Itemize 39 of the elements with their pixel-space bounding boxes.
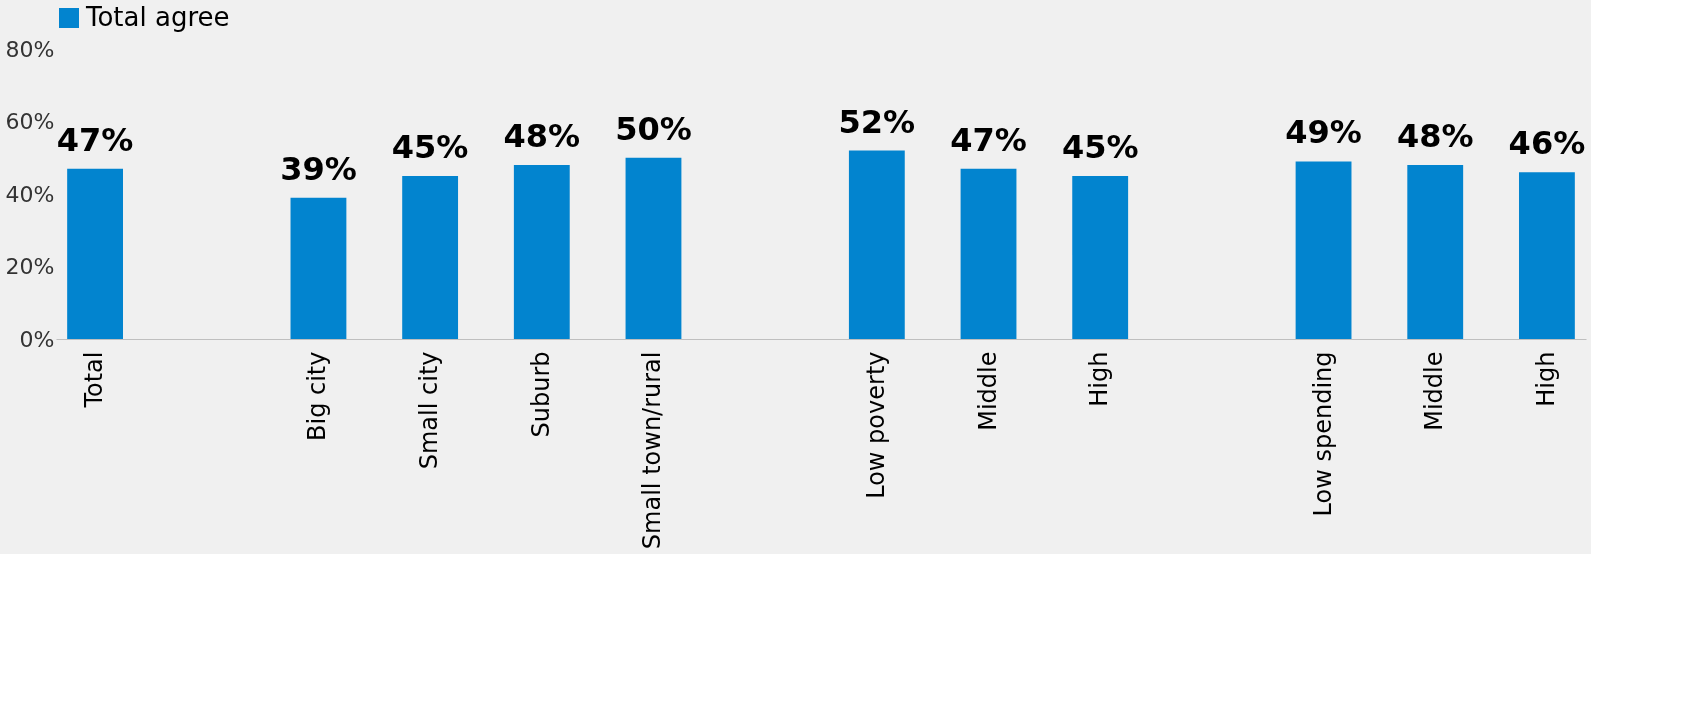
y-tick-label: 80% (5, 36, 55, 62)
data-label: 48% (1396, 117, 1474, 155)
data-label: 45% (1061, 127, 1139, 166)
bar (67, 168, 124, 339)
x-tick-label: Small city (415, 351, 444, 470)
data-label: 49% (1285, 113, 1362, 152)
data-label: 48% (503, 117, 581, 155)
data-label: 39% (280, 149, 357, 188)
data-label: 47% (56, 120, 134, 159)
data-label: 50% (615, 109, 692, 148)
x-tick-label: Middle (1420, 351, 1449, 431)
x-tick-label: Big city (303, 351, 332, 441)
y-tick-label: 60% (5, 109, 55, 134)
y-tick-label: 20% (5, 254, 55, 279)
data-label: 47% (950, 120, 1027, 159)
data-label: 46% (1508, 124, 1586, 163)
y-tick-label: 40% (5, 181, 55, 207)
x-tick-label: Small town/rural (638, 351, 667, 550)
x-tick-label: Middle (973, 351, 1002, 431)
bar (1295, 161, 1352, 339)
bar (960, 168, 1017, 339)
bar (848, 150, 905, 339)
bar (1407, 165, 1464, 339)
x-tick-label: Low spending (1308, 351, 1337, 517)
data-label: 45% (391, 127, 469, 166)
bar (402, 175, 459, 339)
x-tick-label: Total (80, 351, 109, 409)
bar (1072, 175, 1129, 339)
bar (513, 165, 570, 339)
bar (290, 197, 347, 339)
x-tick-label: High (1085, 351, 1114, 407)
legend-label: Total agree (85, 2, 230, 32)
data-label: 52% (838, 102, 916, 141)
x-tick-label: High (1531, 351, 1560, 407)
bar (1518, 172, 1575, 339)
y-tick-label: 0% (19, 326, 55, 352)
x-tick-label: Suburb (526, 351, 555, 438)
bar (625, 157, 682, 339)
x-tick-label: Low poverty (861, 351, 890, 499)
